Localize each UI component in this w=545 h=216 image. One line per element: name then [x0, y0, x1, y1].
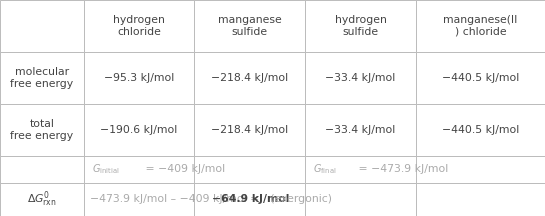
Bar — [0, 52, 84, 104]
Bar — [194, 104, 305, 156]
Bar — [416, 52, 545, 104]
Bar — [194, 0, 305, 52]
Bar — [305, 104, 416, 156]
Bar — [0, 183, 84, 216]
Bar — [194, 183, 305, 216]
Bar — [416, 183, 545, 216]
Bar — [84, 156, 194, 183]
Text: manganese
sulfide: manganese sulfide — [217, 15, 281, 37]
Text: −218.4 kJ/mol: −218.4 kJ/mol — [211, 125, 288, 135]
Text: (exergonic): (exergonic) — [267, 194, 332, 205]
Bar — [305, 183, 416, 216]
Bar — [84, 0, 194, 52]
Bar — [84, 104, 194, 156]
Text: $G_\mathrm{final}$: $G_\mathrm{final}$ — [313, 163, 337, 176]
Text: −440.5 kJ/mol: −440.5 kJ/mol — [442, 73, 519, 83]
Text: hydrogen
chloride: hydrogen chloride — [113, 15, 165, 37]
Text: −440.5 kJ/mol: −440.5 kJ/mol — [442, 125, 519, 135]
Text: $G_\mathrm{initial}$: $G_\mathrm{initial}$ — [92, 163, 120, 176]
Bar — [416, 104, 545, 156]
Bar — [0, 156, 84, 183]
Text: −33.4 kJ/mol: −33.4 kJ/mol — [325, 125, 396, 135]
Text: −218.4 kJ/mol: −218.4 kJ/mol — [211, 73, 288, 83]
Bar — [305, 156, 416, 183]
Bar — [194, 52, 305, 104]
Text: hydrogen
sulfide: hydrogen sulfide — [335, 15, 386, 37]
Bar — [194, 156, 305, 183]
Bar — [416, 0, 545, 52]
Text: molecular
free energy: molecular free energy — [10, 67, 74, 89]
Text: −95.3 kJ/mol: −95.3 kJ/mol — [104, 73, 174, 83]
Text: −473.9 kJ/mol – −409 kJ/mol =: −473.9 kJ/mol – −409 kJ/mol = — [90, 194, 263, 205]
Text: −33.4 kJ/mol: −33.4 kJ/mol — [325, 73, 396, 83]
Bar — [305, 52, 416, 104]
Bar — [84, 52, 194, 104]
Bar — [0, 0, 84, 52]
Text: = −473.9 kJ/mol: = −473.9 kJ/mol — [355, 165, 448, 175]
Text: = −409 kJ/mol: = −409 kJ/mol — [142, 165, 225, 175]
Bar — [416, 156, 545, 183]
Bar — [305, 0, 416, 52]
Bar — [84, 183, 194, 216]
Text: −64.9 kJ/mol: −64.9 kJ/mol — [211, 194, 289, 205]
Text: manganese(II
) chloride: manganese(II ) chloride — [443, 15, 518, 37]
Text: −190.6 kJ/mol: −190.6 kJ/mol — [100, 125, 178, 135]
Text: total
free energy: total free energy — [10, 119, 74, 141]
Bar — [0, 104, 84, 156]
Text: $\Delta G^0_\mathrm{rxn}$: $\Delta G^0_\mathrm{rxn}$ — [27, 190, 57, 209]
